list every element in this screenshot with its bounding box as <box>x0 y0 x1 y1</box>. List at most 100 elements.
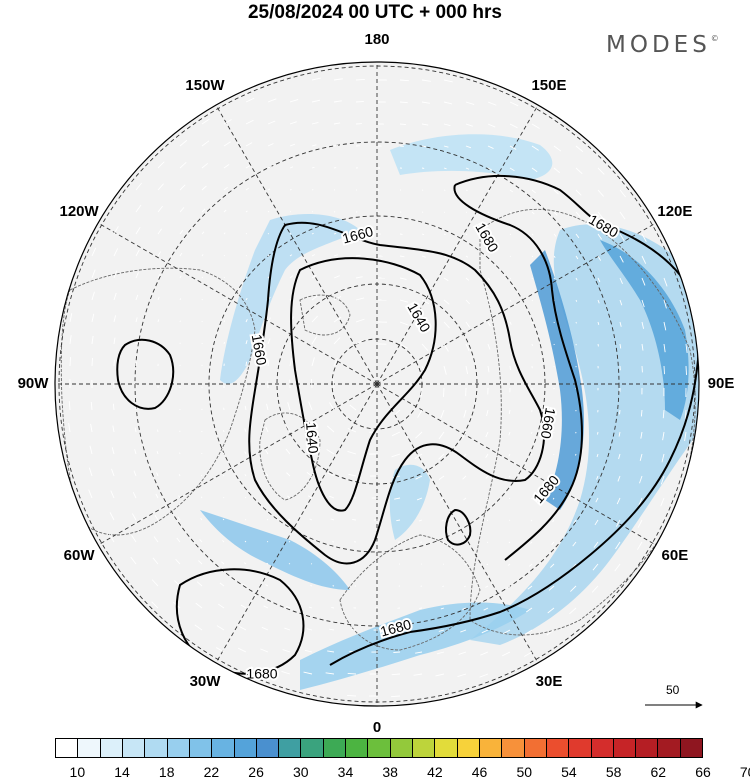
wind-vector <box>660 475 665 485</box>
wind-vector <box>597 211 604 219</box>
meridian-lines <box>55 62 699 706</box>
wind-vector <box>267 233 270 235</box>
wind-vector <box>508 497 511 500</box>
wind-vector <box>333 100 342 103</box>
wind-vector <box>531 453 533 456</box>
wind-vector <box>617 475 621 482</box>
wind-vector <box>267 338 271 345</box>
jet-north-america <box>220 214 360 384</box>
wind-vector <box>113 270 118 279</box>
wind-vector <box>419 607 423 609</box>
wind-vector <box>485 431 489 438</box>
wind-vector <box>135 317 138 323</box>
wind-vector <box>440 607 445 610</box>
wind-vector <box>244 405 247 411</box>
wind-vector <box>593 541 599 548</box>
wind-vector <box>333 144 339 147</box>
wind-vector <box>223 320 226 323</box>
wind-vector <box>462 431 467 439</box>
wind-vector <box>531 189 536 194</box>
wind-vector <box>465 321 471 328</box>
wind-vector <box>660 497 665 507</box>
wind-vector <box>201 140 210 147</box>
wind-vector <box>113 226 119 235</box>
wind-vector <box>201 208 206 213</box>
wind-vector <box>619 233 625 242</box>
wind-vector <box>308 401 313 411</box>
wind-vector <box>575 453 577 456</box>
wind-vector <box>487 233 490 235</box>
wind-vector <box>245 187 250 191</box>
wind-vector <box>594 519 599 526</box>
wind-vector <box>330 518 335 521</box>
wind-speed-shading <box>200 134 699 690</box>
wind-vector <box>179 161 187 169</box>
longitude-label: 120E <box>657 203 693 220</box>
wind-vector <box>267 317 271 323</box>
wind-vector <box>218 603 225 609</box>
wind-vector <box>201 276 204 279</box>
wind-vector <box>530 519 533 522</box>
colorbar-cell <box>524 739 547 757</box>
wind-vector <box>420 387 423 397</box>
wind-vector <box>179 184 186 191</box>
wind-vector <box>637 541 643 550</box>
wind-vector <box>333 357 338 367</box>
colorbar-cell <box>212 739 235 757</box>
wind-vector <box>347 451 357 455</box>
wind-vector <box>178 495 181 499</box>
wind-vector <box>201 474 203 477</box>
wind-vector <box>195 602 203 609</box>
wind-vector <box>223 474 225 477</box>
longitude-label: 60E <box>661 547 689 564</box>
wind-vector <box>509 189 514 193</box>
wind-vector <box>443 145 449 148</box>
wind-vector <box>465 343 470 352</box>
colorbar-cell <box>658 739 681 757</box>
wind-vector <box>547 607 555 614</box>
wind-vector <box>346 694 357 697</box>
wind-vector <box>457 673 467 678</box>
wind-vector <box>509 277 512 280</box>
wind-vector <box>265 473 269 477</box>
wind-vector <box>133 470 137 477</box>
contour-label: 1640 <box>303 422 322 455</box>
wind-vector <box>553 189 559 195</box>
wind-vector <box>572 541 577 547</box>
wind-vector <box>399 79 409 82</box>
wind-vector <box>311 121 319 125</box>
wind-vector <box>399 101 408 104</box>
colorbar-cell <box>100 739 123 757</box>
wind-vector <box>435 673 445 677</box>
wind-vector <box>575 233 580 239</box>
wind-vector <box>333 337 341 345</box>
wind-vector <box>289 357 293 367</box>
wind-vector <box>245 164 251 169</box>
wind-vector <box>135 204 142 213</box>
wind-vector <box>641 343 644 351</box>
wind-vector <box>597 255 602 261</box>
wind-vector <box>596 431 599 435</box>
wind-vector <box>112 403 115 411</box>
wind-vector <box>131 513 137 521</box>
wind-vector <box>310 541 313 543</box>
wind-vector <box>266 541 269 543</box>
wind-vector <box>508 431 511 436</box>
wind-vector <box>553 167 561 174</box>
wind-vector <box>267 254 270 257</box>
wind-vector <box>179 207 185 213</box>
wind-vector <box>443 365 447 375</box>
wind-vector <box>223 209 227 213</box>
colorbar-cell <box>346 739 369 757</box>
wind-vector <box>485 475 489 479</box>
colorbar-tick-label: 66 <box>695 764 711 780</box>
wind-vector <box>263 605 269 609</box>
wind-vector <box>438 453 445 460</box>
wind-vector <box>464 519 467 522</box>
wind-vector <box>134 449 137 455</box>
colorbar-tick-label: 10 <box>69 764 86 780</box>
coast-north-america <box>60 267 256 536</box>
wind-vector <box>531 167 538 173</box>
wind-vector <box>443 79 453 83</box>
wind-vector <box>90 423 93 433</box>
